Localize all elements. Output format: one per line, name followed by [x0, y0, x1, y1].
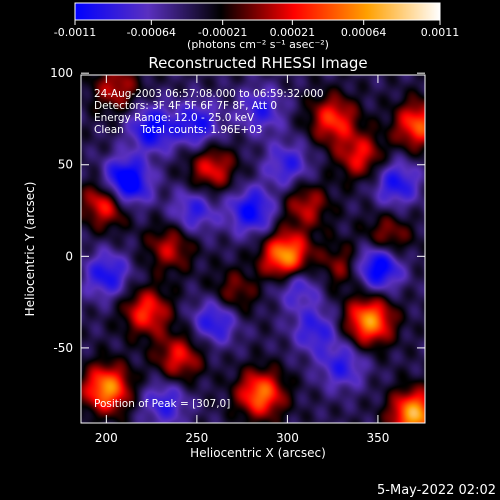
colorbar-tick-label: -0.00021: [198, 26, 247, 39]
y-tick-label: 50: [58, 158, 73, 172]
colorbar-tick-label: -0.00064: [127, 26, 176, 39]
x-tick-label: 250: [185, 431, 208, 445]
colorbar-ticks: -0.0011 -0.00064 -0.00021 0.00021 0.00064 0.0…: [54, 20, 459, 39]
plot-timestamp: 5-May-2022 02:02: [377, 483, 496, 498]
annotation-time-range: 24-Aug-2003 06:57:08.000 to 06:59:32.000: [94, 88, 324, 100]
colorbar-unit-label: (photons cm⁻² s⁻¹ asec⁻²): [187, 38, 329, 51]
x-tick-label: 300: [276, 431, 299, 445]
annotation-method-counts: Clean Total counts: 1.96E+03: [94, 124, 263, 136]
chart-title: Reconstructed RHESSI Image: [148, 54, 367, 72]
y-tick-label: -50: [53, 341, 73, 355]
x-axis-label: Heliocentric X (arcsec): [190, 446, 326, 460]
heatmap-image: [81, 75, 425, 423]
observation-annotations: 24-Aug-2003 06:57:08.000 to 06:59:32.000…: [94, 88, 324, 136]
x-tick-label: 350: [366, 431, 389, 445]
y-tick-label: 0: [65, 249, 73, 263]
annotation-detectors: Detectors: 3F 4F 5F 6F 7F 8F, Att 0: [94, 100, 277, 112]
y-tick-label: 100: [50, 66, 73, 80]
axis-ticks: 200 250 300 350 100 50 0 -50: [50, 66, 425, 445]
colorbar-tick-label: 0.00021: [270, 26, 316, 39]
annotation-energy-range: Energy Range: 12.0 - 25.0 keV: [94, 112, 255, 124]
x-tick-label: 200: [95, 431, 118, 445]
colorbar: [74, 2, 441, 21]
colorbar-tick-label: 0.0011: [421, 26, 460, 39]
peak-position-label: Position of Peak = [307,0]: [94, 398, 230, 410]
colorbar-tick-label: 0.00064: [341, 26, 387, 39]
plot-frame: [80, 74, 426, 424]
colorbar-tick-label: -0.0011: [54, 26, 96, 39]
y-axis-label: Heliocentric Y (arcsec): [23, 182, 37, 317]
